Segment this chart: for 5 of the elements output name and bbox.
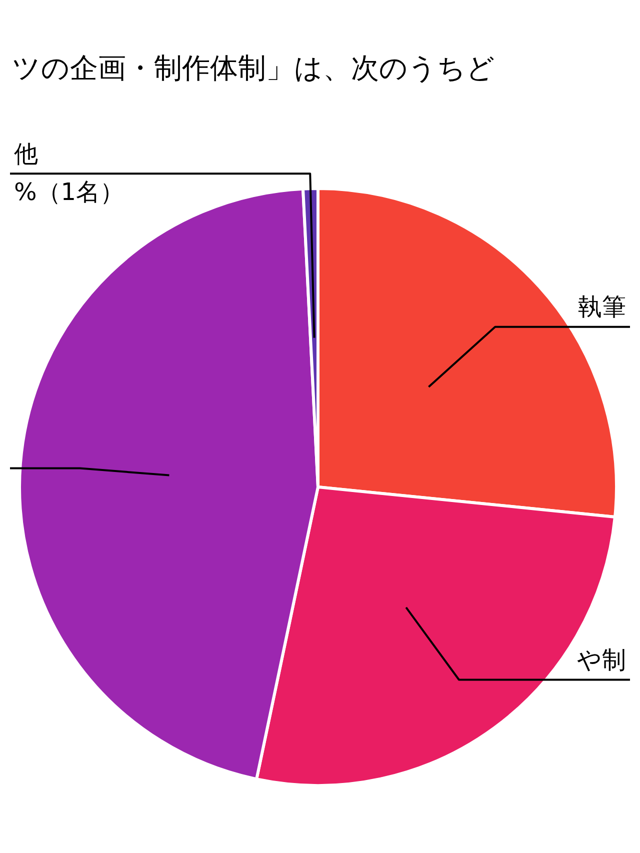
- slice-label: や制: [577, 646, 626, 674]
- text: %（1名）: [14, 178, 124, 206]
- slice-label: 他: [14, 140, 38, 168]
- slice-label: 執筆: [578, 293, 626, 322]
- chart-title: ツの企画・制作体制」は、次のうちど: [12, 51, 495, 84]
